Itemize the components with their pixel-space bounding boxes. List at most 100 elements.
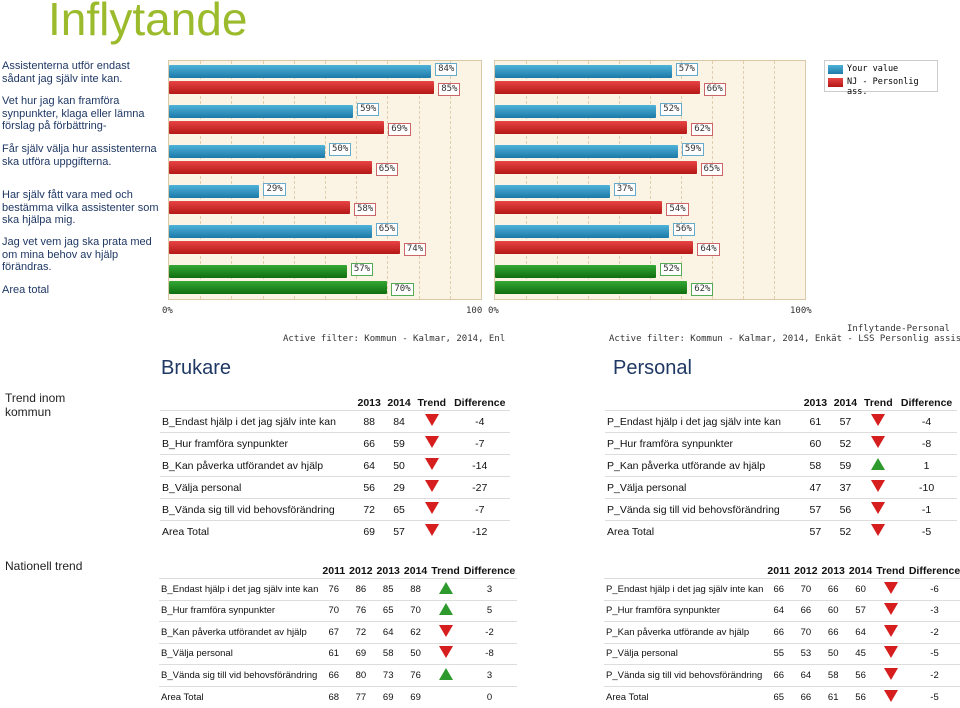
value-cell: 64 [354,454,385,477]
value-cell: 57 [846,599,875,622]
row-label: Area Total [160,520,355,543]
bar-nj [169,241,400,254]
value-cell: 52 [830,520,861,543]
bar-value-label: 52% [660,263,683,276]
plot-area: 57% 66% 52% 62% 59% 65% 37% 54% 56% 64% 52% 62% [494,60,806,300]
trend-cell [874,599,907,622]
table-row: B_Endast hjälp i det jag själv inte kan 8… [160,410,510,433]
difference-cell: -6 [906,578,960,600]
value-cell: 69 [401,685,430,708]
bar-value-label: 70% [391,283,414,296]
table-header-row: 2011 2012 2013 2014 Trend Difference [159,564,517,579]
difference-cell: 1 [896,454,957,477]
value-cell: 55 [765,642,793,665]
personal-national-trend-table: 2011 2012 2013 2014 Trend Difference P_Endast … [604,564,960,708]
bar-value-label: 62% [691,283,714,296]
value-cell: 69 [374,685,402,708]
bar-your-value [495,225,669,238]
bar-nj [495,201,663,214]
row-label: Area Total [605,520,801,543]
bar-your-value [495,265,657,278]
row-label: P_Endast hjälp i det jag själv inte kan [604,578,766,600]
gridline [293,61,296,299]
bar-your-value [495,65,672,78]
difference-cell: -8 [896,432,957,455]
trend-down-icon [871,502,886,514]
chart-caption: Inflytande-Personal [847,324,950,334]
bar-nj [169,281,388,294]
bar-value-label: 64% [697,243,720,256]
column-header: Difference [463,565,516,577]
bar-value-label: 85% [438,83,461,96]
difference-cell: 3 [461,664,518,686]
table-row: P_Hur framföra synpunkter 64 66 60 57 -3 [604,599,960,622]
bar-value-label: 57% [675,63,698,76]
difference-cell: -12 [449,520,510,543]
difference-cell: -14 [449,454,510,477]
question-label: Jag vet vem jag ska prata med om mina be… [2,236,152,273]
personal-bar-chart: 57% 66% 52% 62% 59% 65% 37% 54% 56% 64% 52% 62% 0% 10… [488,60,812,320]
trend-cell [874,621,907,643]
trend-down-icon [883,646,898,659]
bar-value-label: 58% [353,203,377,216]
row-label: P_Kan påverka utförande av hjälp [605,454,801,477]
bar-value-label: 59% [681,143,705,156]
difference-cell: -5 [896,520,957,543]
row-label: B_Vända sig till vid behovsförändring [159,664,321,686]
bar-value-label: 29% [263,183,286,196]
trend-down-icon [438,624,453,637]
value-cell: 56 [830,498,861,521]
table-row: P_Hur framföra synpunkter 60 52 -8 [605,432,957,455]
value-cell: 66 [792,599,820,622]
column-header: Trend [876,565,905,577]
row-label: B_Välja personal [159,642,321,665]
column-header: Trend [864,397,893,409]
value-cell: 60 [846,578,875,600]
bar-value-label: 65% [375,163,399,176]
trend-cell [413,410,450,433]
plot-area: 84% 85% 59% 69% 50% 65% 29% 58% 65% 74% 57% 70% [168,60,482,300]
value-cell: 61 [800,410,831,433]
question-label: Assistenterna utför endast sådant jag sj… [2,60,130,85]
value-cell: 67 [320,621,348,643]
value-cell: 69 [354,520,385,543]
column-header: Trend [417,397,447,409]
trend-cell [860,410,897,433]
difference-cell: -7 [449,432,510,455]
table-row: P_Vända sig till vid behovsförändring 66 6… [604,664,960,686]
table-row: B_Hur framföra synpunkter 66 59 -7 [160,432,510,455]
value-cell: 64 [765,599,793,622]
trend-cell [413,432,450,455]
table-row: B_Vända sig till vid behovsförändring 72 6… [160,498,510,521]
table-row: B_Kan påverka utförandet av hjälp 67 72 64 6… [159,621,518,643]
gridline [200,61,202,299]
trend-down-icon [883,603,898,616]
trend-cell [429,599,462,622]
value-cell: 64 [374,621,402,643]
gridline [526,61,528,299]
page-title: Inflytande [48,0,248,45]
bar-value-label: 69% [388,123,411,136]
column-header: 2012 [794,565,818,577]
trend-down-icon [871,414,886,426]
value-cell: 80 [347,664,375,686]
bar-your-value [495,145,678,158]
value-cell: 37 [830,476,861,499]
bar-your-value [169,225,372,238]
difference-cell: -2 [906,664,960,686]
column-header [605,396,800,411]
gridline [356,61,358,299]
trend-up-icon [438,581,453,594]
trend-cell [860,454,897,477]
value-cell: 65 [765,685,793,708]
column-header: 2011 [322,565,346,577]
value-cell: 59 [384,432,414,455]
value-cell: 57 [800,520,831,543]
gridline [681,61,683,299]
column-header: 2013 [376,565,400,577]
value-cell: 60 [819,599,847,622]
bar-nj [495,241,694,254]
trend-down-icon [424,480,439,492]
legend-label-nj: NJ - Personlig ass. [847,77,919,97]
difference-cell: -1 [896,498,957,521]
